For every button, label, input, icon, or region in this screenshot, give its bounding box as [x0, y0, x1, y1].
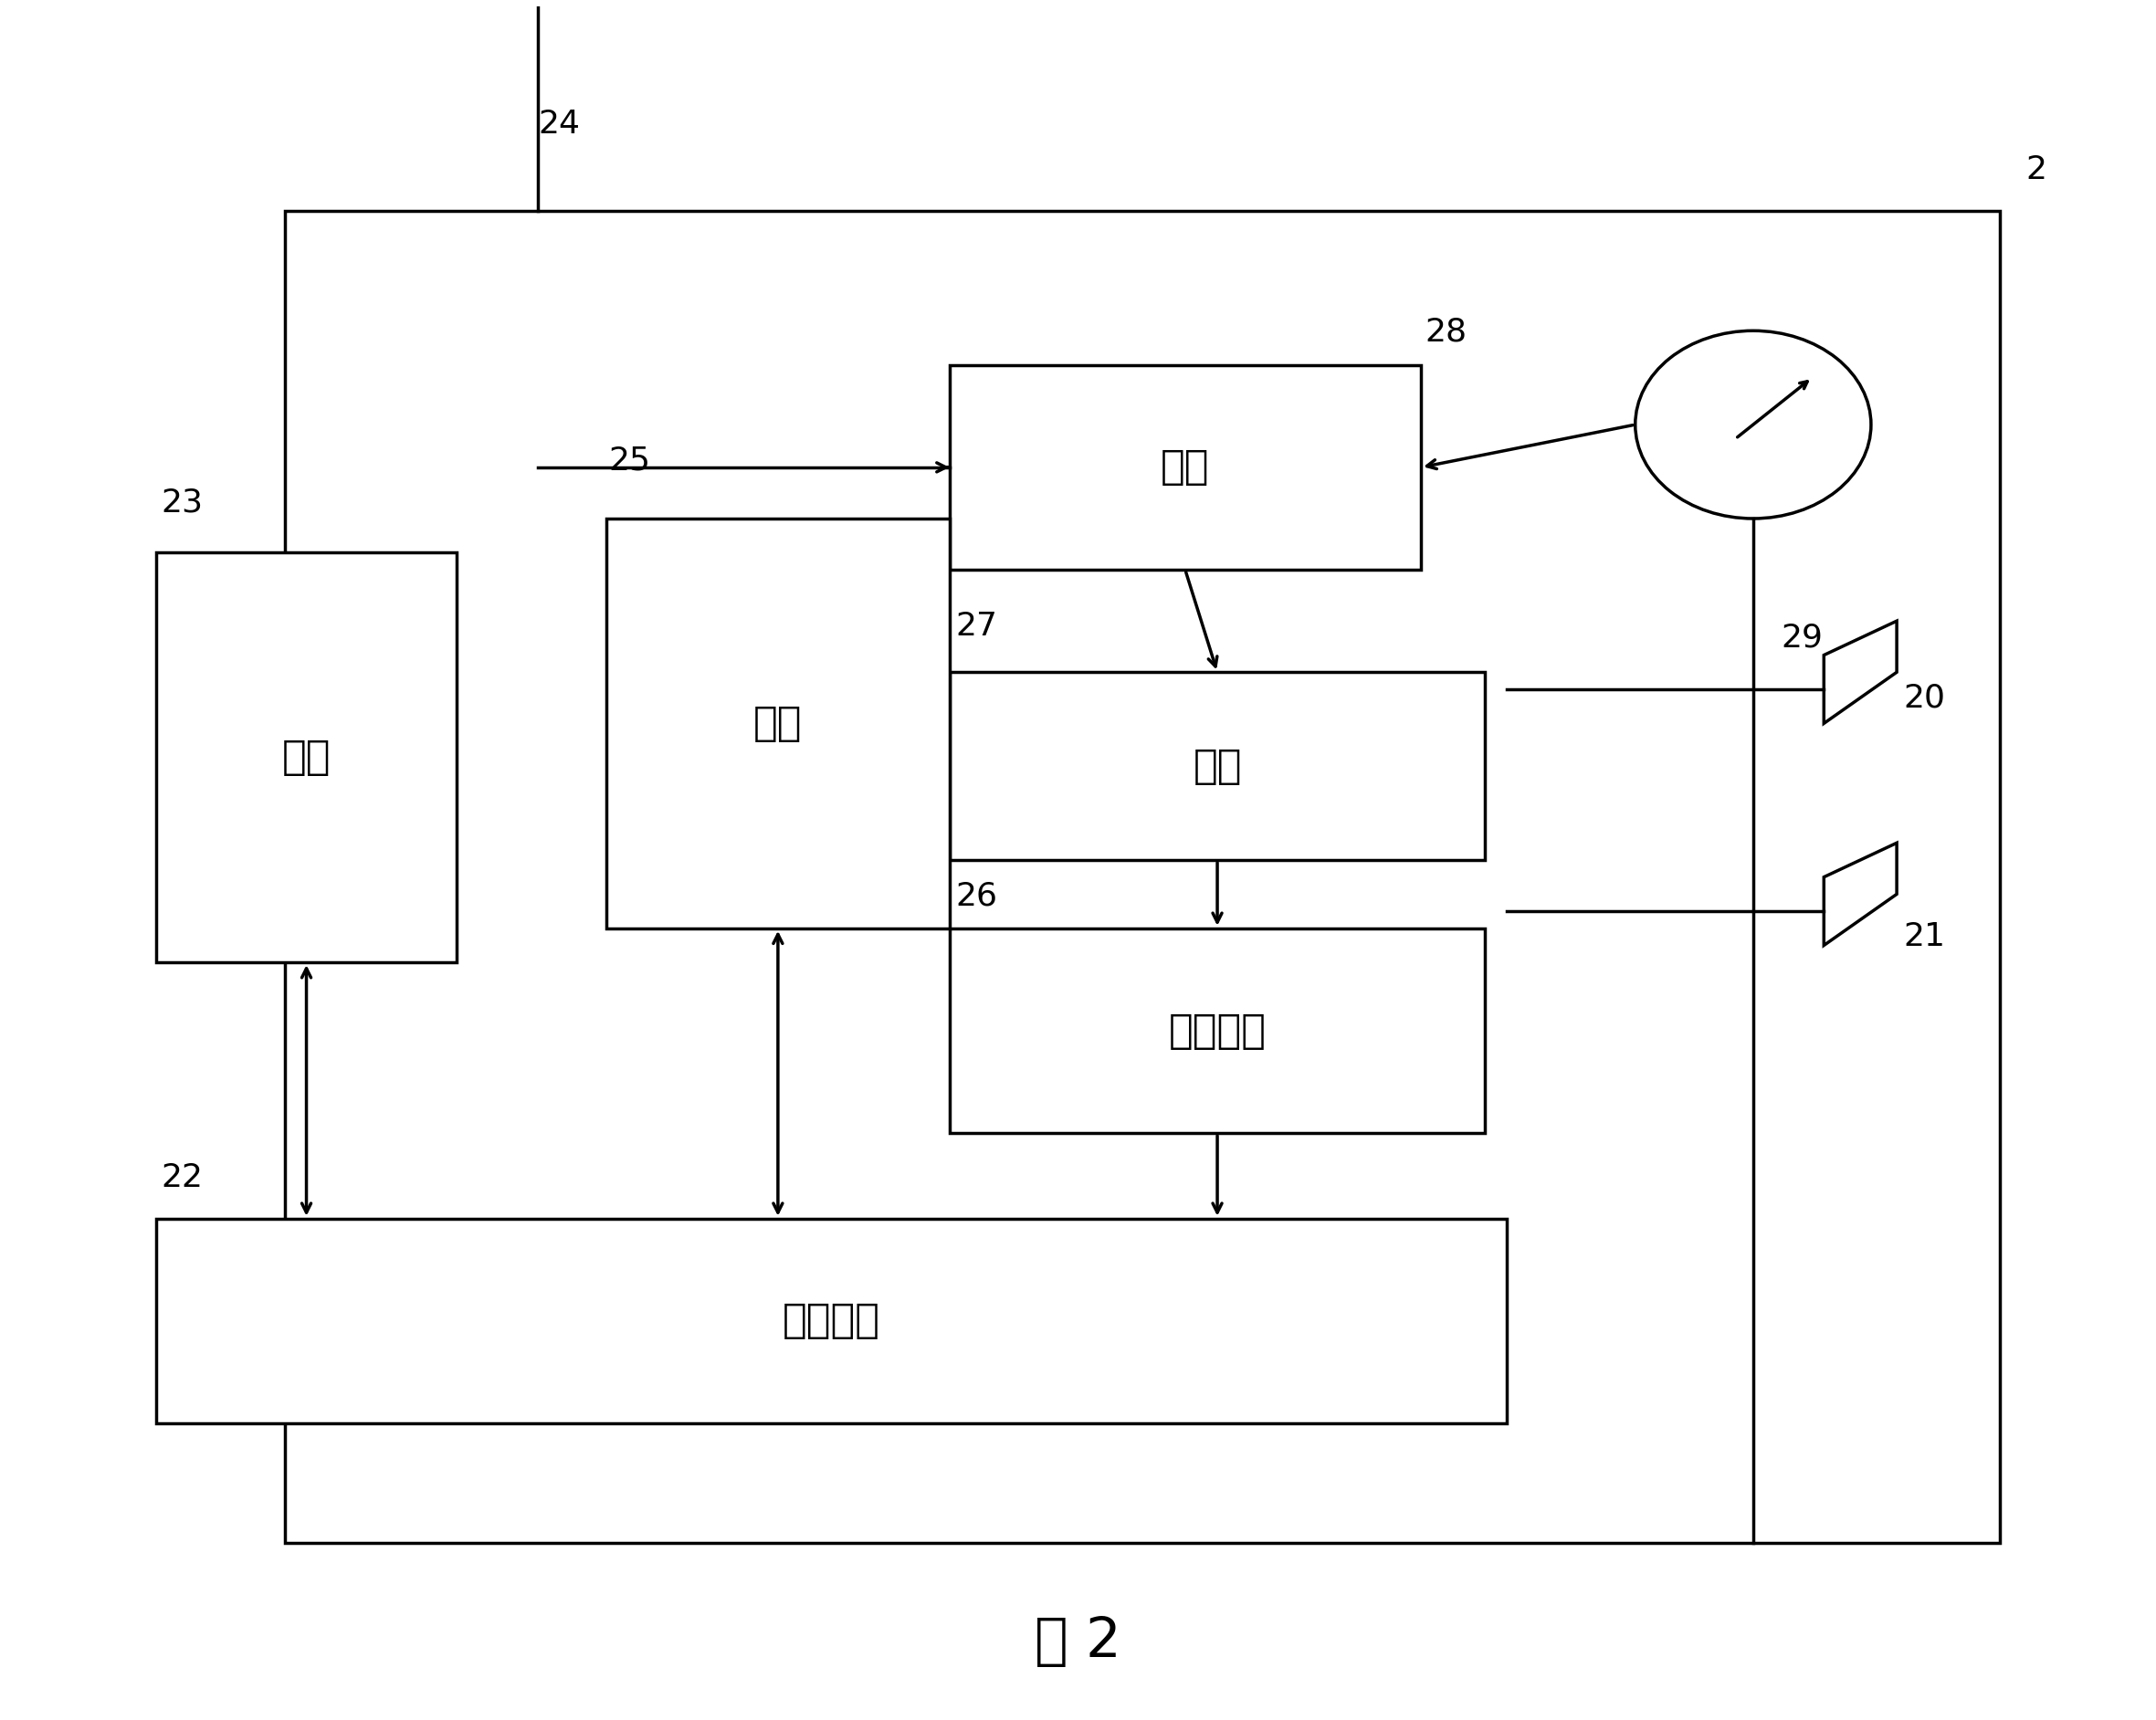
Bar [606, 518, 949, 929]
Bar [949, 365, 1421, 569]
Bar [157, 552, 457, 963]
Text: 通话控制: 通话控制 [783, 1302, 880, 1340]
Text: 分析: 分析 [1192, 746, 1242, 786]
Text: 23: 23 [162, 487, 203, 518]
Text: 22: 22 [162, 1163, 203, 1194]
Text: 图 2: 图 2 [1035, 1615, 1121, 1668]
Text: 蜂窝: 蜂窝 [282, 738, 330, 777]
Text: 28: 28 [1425, 316, 1468, 347]
Text: 采样: 采样 [1160, 447, 1210, 487]
Text: 24: 24 [537, 108, 580, 139]
Text: 切换控制: 切换控制 [1169, 1011, 1266, 1051]
Text: 本地: 本地 [752, 703, 802, 743]
Bar [949, 673, 1485, 860]
Text: 2: 2 [2024, 155, 2046, 186]
Text: 25: 25 [608, 445, 651, 476]
Bar [285, 212, 1999, 1543]
Bar [949, 929, 1485, 1133]
Text: 21: 21 [1904, 922, 1945, 953]
Text: 27: 27 [955, 611, 998, 642]
Text: 20: 20 [1904, 683, 1945, 714]
Text: 29: 29 [1781, 623, 1824, 654]
Text: 26: 26 [955, 881, 998, 912]
Bar [157, 1218, 1507, 1424]
